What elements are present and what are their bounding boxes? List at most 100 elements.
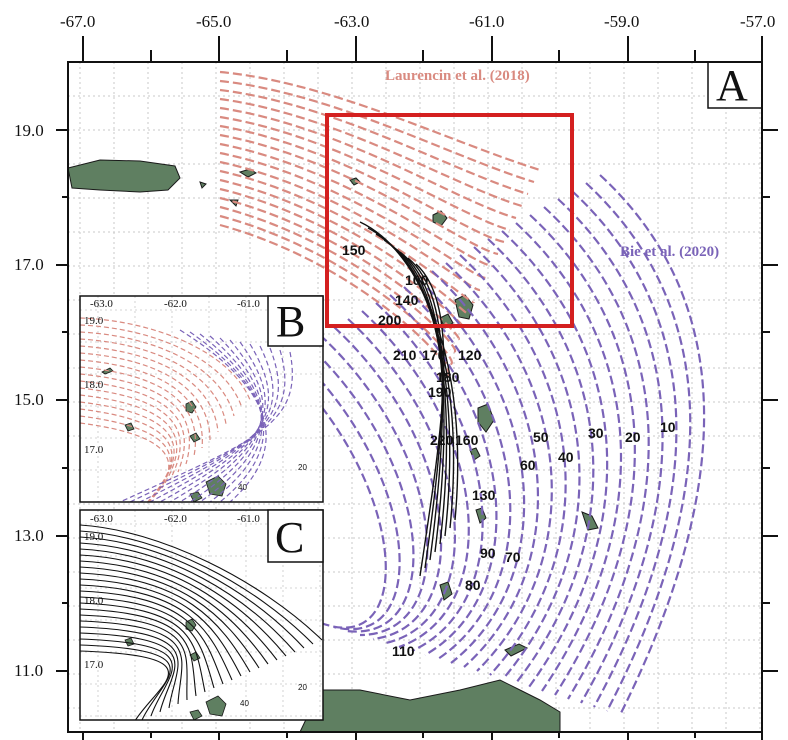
contour-label: 210 <box>393 347 417 363</box>
contour-label: 200 <box>378 312 402 328</box>
lat-tick-label: 17.0 <box>14 255 44 274</box>
laurencin-contour <box>219 151 487 280</box>
inset-c-contour <box>80 602 206 693</box>
bie-contour <box>277 358 387 629</box>
contour-label: 60 <box>520 457 536 473</box>
bie-contour <box>571 190 678 708</box>
inset-b-lat-tick: 19.0 <box>84 315 104 327</box>
contour-label: 220 <box>430 432 454 448</box>
inset-b-lon-tick: -61.0 <box>237 298 260 310</box>
inset-c-contour <box>80 530 314 645</box>
inset-c-contours <box>80 524 323 720</box>
bie-contour <box>291 350 401 631</box>
lat-tick-label: 13.0 <box>14 526 44 545</box>
axis-ticks <box>56 36 778 740</box>
bie-contour <box>585 182 692 712</box>
main-contour-labels: 10 20 30 40 50 60 70 80 90 100 110 120 1… <box>342 242 676 659</box>
inset-b-laurencin-contour <box>80 359 203 449</box>
bie-contour <box>305 342 415 633</box>
inset-b-laurencin-contour <box>80 415 171 502</box>
inset-c-lon-tick: -62.0 <box>164 513 187 525</box>
inset-b-laurencin-contour <box>80 324 243 409</box>
inset-b-contour-label: 40 <box>238 483 247 492</box>
inset-b-bie-contour <box>179 339 264 502</box>
laurencin-contour <box>219 196 460 341</box>
inset-b-bie-contours <box>119 329 293 502</box>
inset-c-contour <box>80 608 197 697</box>
laurencin-contour <box>219 79 535 184</box>
inset-b-bie-contour <box>189 337 263 502</box>
lon-tick-label: -59.0 <box>604 12 639 31</box>
inset-c-label: C <box>275 513 304 562</box>
inset-c-contour <box>80 638 173 717</box>
merged-contour <box>399 251 444 561</box>
laurencin-contour <box>219 97 523 208</box>
bie-contour <box>333 326 443 641</box>
inset-b-bie-contour <box>129 349 286 502</box>
inset-b-laurencin-contour <box>80 394 178 489</box>
contour-label: 100 <box>405 272 429 288</box>
contour-label: 130 <box>472 487 496 503</box>
inset-b-lon-tick: -62.0 <box>164 298 187 310</box>
inset-c-frame <box>79 509 324 721</box>
lon-tick-label: -63.0 <box>334 12 369 31</box>
inset-b-lat-tick: 17.0 <box>84 444 104 456</box>
lon-tick-label: -67.0 <box>60 12 95 31</box>
inset-c-contour <box>80 578 242 677</box>
laurencin-contour <box>219 214 453 366</box>
bie-contour <box>487 238 595 684</box>
bie-contour <box>459 254 567 676</box>
lon-tick-label: -57.0 <box>740 12 775 31</box>
south-america-landmass <box>299 679 561 732</box>
bie-contour <box>375 302 484 652</box>
bie-contour <box>599 174 706 716</box>
bie-contour <box>389 294 498 656</box>
lat-tick-label: 19.0 <box>14 121 44 140</box>
inset-b-label-box <box>267 295 324 347</box>
inset-c-lon-tick: -63.0 <box>90 513 113 525</box>
panel-a-label-box <box>707 61 763 109</box>
inset-c-contour-label: 20 <box>298 683 307 692</box>
inset-c-lat-tick: 18.0 <box>84 595 104 607</box>
inset-b-lat-tick: 18.0 <box>84 379 104 391</box>
contour-label: 150 <box>342 242 366 258</box>
contour-label: 160 <box>455 432 479 448</box>
inset-c-contour <box>80 560 269 665</box>
contour-label: 30 <box>588 425 604 441</box>
bie-contour <box>473 246 581 680</box>
merged-contour <box>407 257 444 569</box>
inset-c-contour <box>80 566 260 669</box>
laurencin-contour <box>219 124 505 244</box>
inset-c-contour <box>80 524 323 641</box>
inset-c-contour <box>80 644 171 720</box>
inset-b-bie-contour <box>139 347 279 502</box>
inset-c-lat-tick: 17.0 <box>84 659 104 671</box>
bie-contour <box>501 230 609 688</box>
inset-b-laurencin-contour <box>80 380 185 473</box>
inset-c-contour <box>80 632 176 713</box>
inset-b-laurencin-contour <box>80 422 170 502</box>
inset-c-contour <box>80 650 170 720</box>
main-map-land <box>68 159 599 732</box>
laurencin-contour <box>219 88 529 196</box>
bie-contours <box>277 174 706 716</box>
inset-b-frame <box>79 295 324 503</box>
contour-label: 90 <box>480 545 496 561</box>
inset-b-laurencin-contour <box>80 317 251 401</box>
contour-label: 50 <box>533 429 549 445</box>
inset-c-contour <box>80 536 305 649</box>
bie-contour <box>347 318 457 645</box>
lon-tick-label: -61.0 <box>469 12 504 31</box>
inset-b-laurencin-contour <box>80 338 227 425</box>
inset-c-contour <box>80 626 179 709</box>
inset-c-contour <box>80 614 188 701</box>
inset-c-contour <box>80 590 224 685</box>
inset-b-laurencin-contours <box>80 317 251 502</box>
bie-contour <box>361 310 470 649</box>
contour-label: 120 <box>458 347 482 363</box>
inset-b-bie-contour <box>119 351 293 502</box>
bie-contour <box>543 206 650 700</box>
bie-contour <box>529 214 636 696</box>
highlight-box <box>325 113 574 328</box>
